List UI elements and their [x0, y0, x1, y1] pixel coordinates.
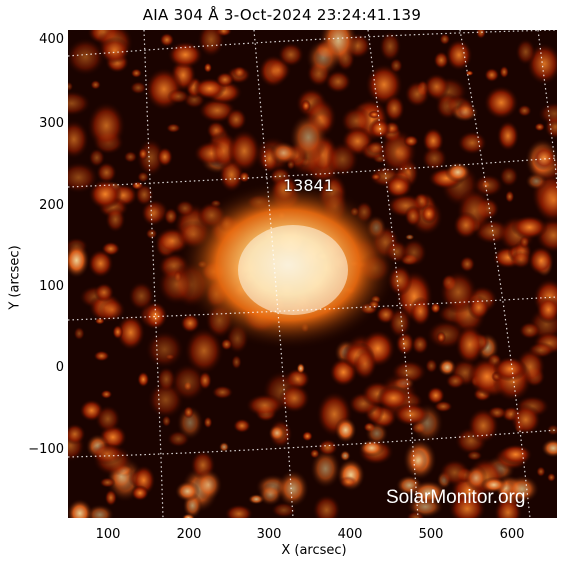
solar-image-graphic	[68, 30, 557, 518]
solar-image	[68, 30, 557, 518]
x-tick-500: 500	[418, 527, 444, 542]
x-tick-100: 100	[95, 527, 121, 542]
y-tick-100: 100	[39, 279, 64, 294]
image-title: AIA 304 Å 3-Oct-2024 23:24:41.139	[142, 6, 422, 24]
y-tick-minus-100: −100	[28, 442, 64, 457]
x-tick-400: 400	[337, 527, 363, 542]
y-tick-200: 200	[39, 198, 64, 213]
x-tick-600: 600	[499, 527, 525, 542]
y-tick-0: 0	[55, 360, 64, 375]
x-axis-label: X (arcsec)	[281, 543, 347, 558]
x-tick-300: 300	[256, 527, 282, 542]
watermark: SolarMonitor.org	[386, 487, 526, 508]
y-tick-400: 400	[39, 32, 64, 47]
y-axis-label: Y (arcsec)	[7, 245, 23, 310]
y-tick-300: 300	[39, 116, 64, 131]
active-region-label: 13841	[283, 176, 334, 195]
x-tick-200: 200	[176, 527, 202, 542]
